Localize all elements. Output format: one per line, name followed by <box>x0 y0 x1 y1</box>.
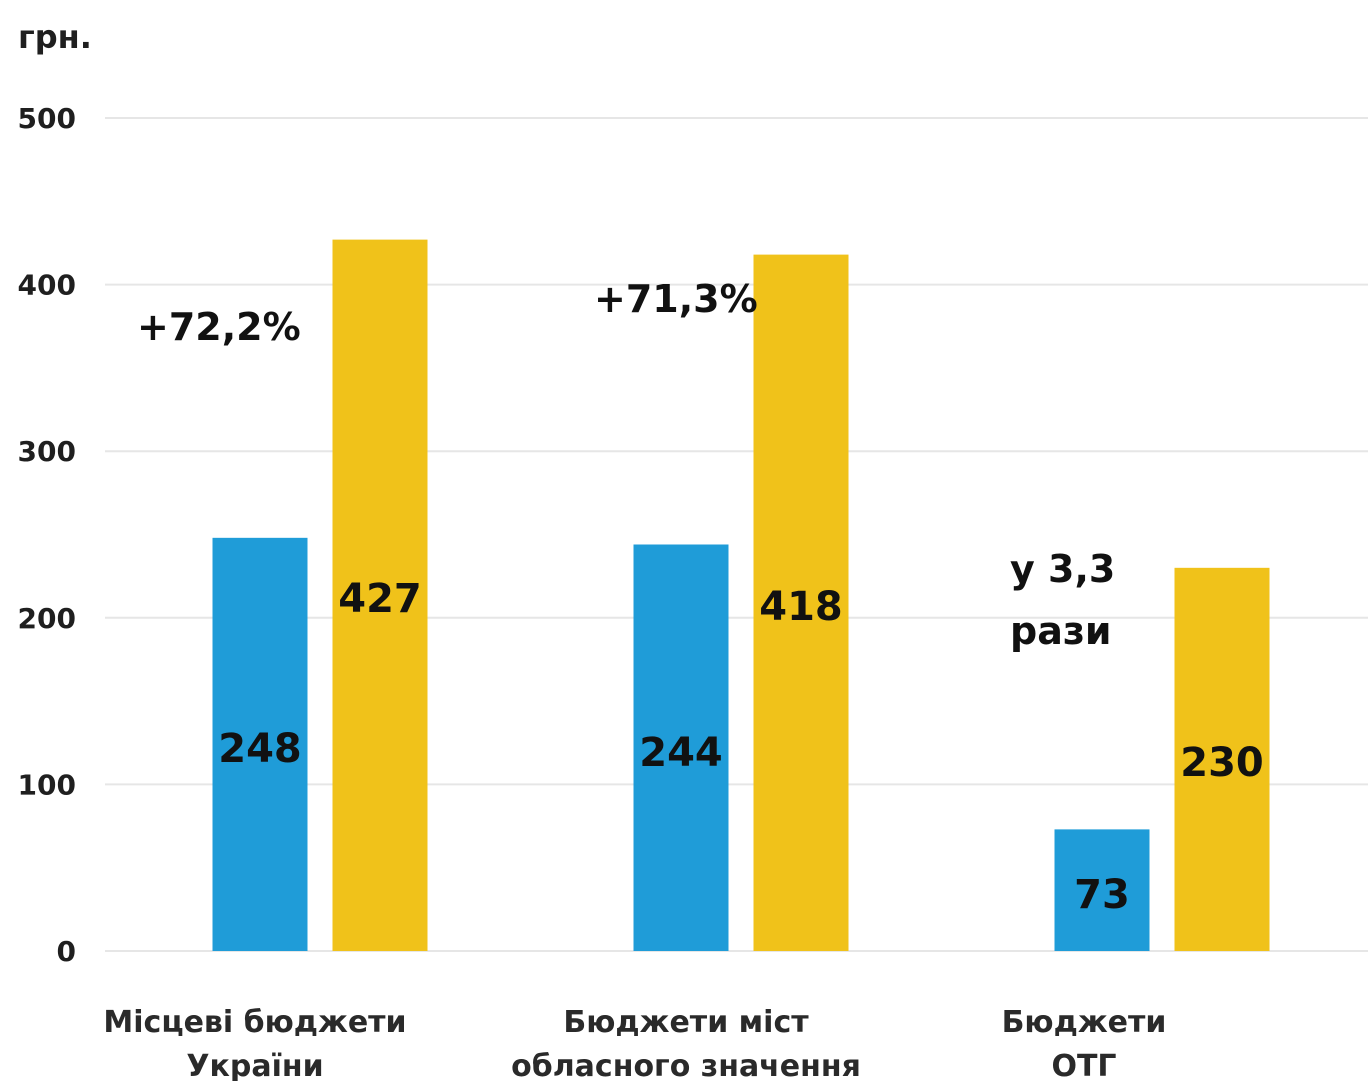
value-label-series-2-category-2: 418 <box>759 584 843 630</box>
category-label-2-line-2: обласного значення <box>511 1049 861 1081</box>
value-label-series-2-category-3: 230 <box>1180 740 1264 786</box>
value-label-series-1-category-1: 248 <box>218 726 302 772</box>
bar-series-2-category-2 <box>753 254 849 951</box>
y-tick-label-500: 500 <box>18 102 76 135</box>
category-label-3-line-2: ОТГ <box>1051 1049 1116 1081</box>
annotation-1-line-1: +72,2% <box>137 305 301 349</box>
value-label-series-1-category-3: 73 <box>1074 872 1130 918</box>
bar-series-2-category-3 <box>1174 567 1270 951</box>
gridlines <box>105 117 1368 952</box>
bar-series-1-category-1 <box>212 537 308 951</box>
bar-series-1-category-2 <box>633 544 729 951</box>
bar-series-1-category-3 <box>1054 829 1150 951</box>
category-label-3-line-1: Бюджети <box>1002 1005 1167 1040</box>
category-label-1-line-2: України <box>186 1049 323 1081</box>
value-label-series-1-category-2: 244 <box>639 730 723 776</box>
annotation-3-line-2: рази <box>1010 609 1112 653</box>
annotations: +72,2% +71,3% у 3,3 рази <box>137 277 1115 653</box>
annotation-2-line-1: +71,3% <box>594 277 758 321</box>
value-labels: 248 244 73 427 418 230 <box>218 576 1264 918</box>
x-axis-category-labels: Місцеві бюджети України Бюджети міст обласн… <box>103 1005 1167 1084</box>
value-label-series-2-category-1: 427 <box>338 576 422 622</box>
y-axis-tick-labels: 0 100 200 300 400 500 <box>18 102 76 968</box>
y-tick-label-400: 400 <box>18 269 76 302</box>
bars <box>212 239 1270 952</box>
y-tick-label-300: 300 <box>18 435 76 468</box>
y-tick-label-0: 0 <box>57 935 76 968</box>
category-label-1-line-1: Місцеві бюджети <box>103 1005 406 1040</box>
bar-series-2-category-1 <box>332 239 428 952</box>
category-label-2-line-1: Бюджети міст <box>563 1005 809 1040</box>
annotation-3-line-1: у 3,3 <box>1010 547 1115 591</box>
y-axis-unit-label: грн. <box>18 18 92 56</box>
y-tick-label-200: 200 <box>18 602 76 635</box>
y-tick-label-100: 100 <box>18 768 76 801</box>
